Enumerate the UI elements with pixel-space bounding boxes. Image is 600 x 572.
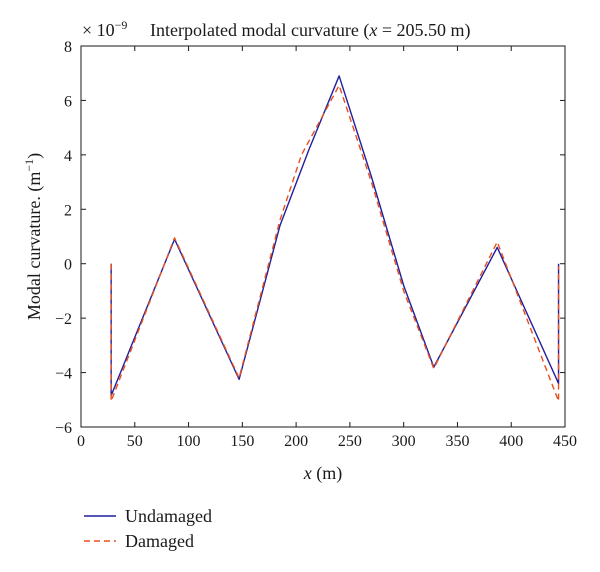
- series-layer: [110, 75, 560, 402]
- x-tick-label: 100: [177, 433, 201, 450]
- y-tick-label: −6: [55, 420, 72, 437]
- x-tick-label: 200: [284, 433, 308, 450]
- x-tick-label: 50: [127, 433, 143, 450]
- x-tick-label: 150: [230, 433, 254, 450]
- x-tick-label: 0: [77, 433, 85, 450]
- chart-title: Interpolated modal curvature (x = 205.50…: [150, 20, 471, 41]
- y-tick-label: 6: [64, 93, 72, 110]
- axes: [80, 45, 566, 428]
- y-axis-label: Modal curvature. (m−1): [22, 153, 45, 320]
- x-tick-label: 350: [445, 433, 469, 450]
- x-tick-label: 450: [553, 433, 577, 450]
- x-tick-label: 300: [392, 433, 416, 450]
- legend-label-undamaged: Undamaged: [125, 506, 212, 526]
- y-tick-label: 4: [64, 148, 72, 165]
- series-line-damaged: [110, 84, 560, 402]
- series-line-undamaged: [110, 75, 560, 397]
- x-tick-label: 400: [499, 433, 523, 450]
- legend-label-damaged: Damaged: [125, 531, 194, 551]
- labels: 0 50 100 150 200 250 300 350 400 450 −6 −4 −2 0 2 4 6 8 × …: [22, 18, 577, 484]
- legend: Undamaged Damaged: [84, 506, 212, 551]
- plot-frame: [80, 45, 566, 428]
- x-tick-label: 250: [338, 433, 362, 450]
- y-scale-factor: × 10−9: [82, 18, 127, 40]
- x-axis-label: x (m): [303, 463, 343, 484]
- y-tick-label: −2: [55, 311, 72, 328]
- y-tick-label: 8: [64, 39, 72, 56]
- y-tick-label: 0: [64, 257, 72, 274]
- y-tick-label: −4: [55, 366, 72, 383]
- y-tick-label: 2: [64, 202, 72, 219]
